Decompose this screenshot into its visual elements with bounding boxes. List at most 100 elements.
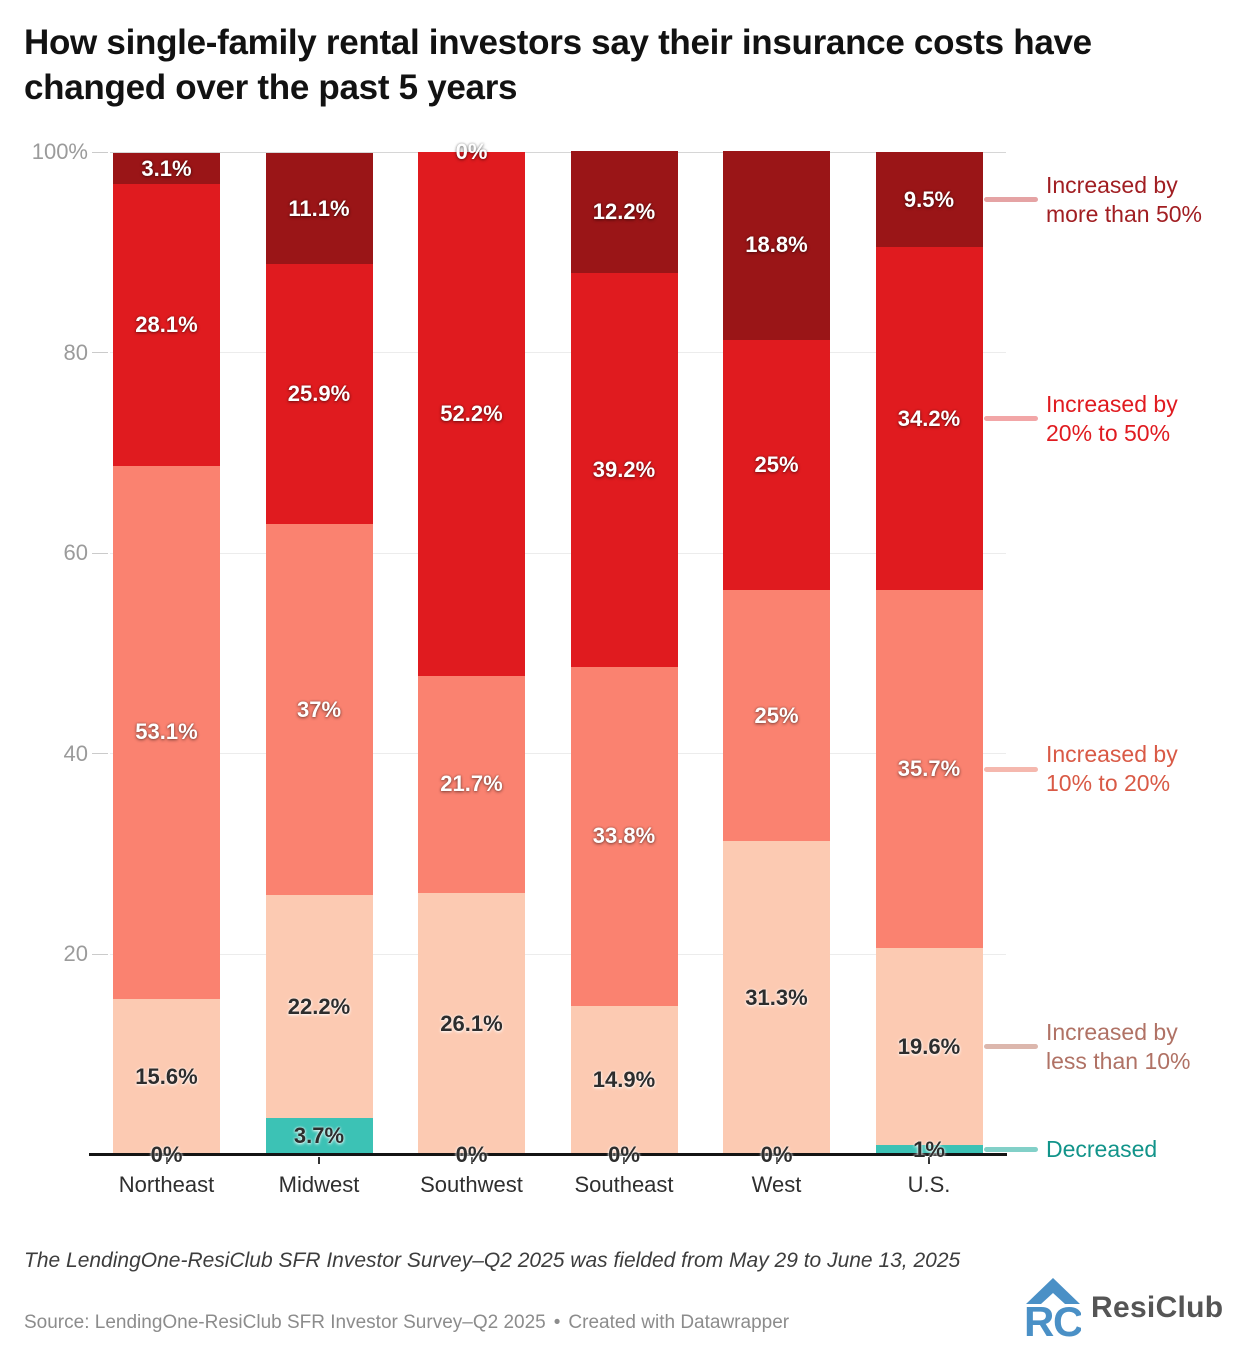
bar-value-label-northeast-increased-by-less-than-10: 15.6%	[135, 1063, 198, 1089]
legend-connector-increased-by-more-than-50	[984, 197, 1038, 203]
bar-value-label-southwest-increased-by-less-than-10: 26.1%	[440, 1011, 503, 1037]
legend-label-line: Increased by	[1046, 741, 1178, 768]
legend-label-line: more than 50%	[1046, 200, 1202, 227]
bar-value-label-u-s-increased-by-less-than-10: 19.6%	[897, 1033, 961, 1059]
bar-value-label-southeast-decreased: 0%	[608, 1142, 640, 1167]
source-text: Source: LendingOne-ResiClub SFR Investor…	[24, 1312, 546, 1333]
bar-segment-u-s-increased-by-more-than-50[interactable]	[875, 152, 983, 248]
bar-segment-west-increased-by-more-than-50[interactable]	[723, 150, 830, 340]
legend-item-increased-by-10-to-20: Increased by 10% to 20%	[1046, 740, 1178, 798]
bar-value-label-northeast-increased-by-10-to-20: 53.1%	[135, 719, 198, 745]
bar-value-label-southeast-increased-by-20-to-50: 39.2%	[592, 456, 656, 482]
bar-value-label-u-s-increased-by-10-to-20: 35.7%	[897, 756, 961, 782]
x-axis-tick-southeast	[623, 1157, 625, 1164]
legend-label-line: Increased by	[1046, 390, 1178, 417]
bar-value-label-southeast-increased-by-10-to-20: 33.8%	[592, 823, 656, 849]
legend-label-line: less than 10%	[1046, 1047, 1191, 1074]
svg-text:R: R	[1025, 1298, 1054, 1339]
x-axis-line	[89, 1153, 1007, 1156]
legend-label-line: 20% to 50%	[1046, 419, 1171, 446]
legend-label-line: 10% to 20%	[1046, 770, 1171, 797]
bar-segment-southeast-increased-by-10-to-20[interactable]	[570, 666, 678, 1006]
legend-item-increased-by-more-than-50: Increased by more than 50%	[1046, 171, 1202, 229]
bar-segment-southwest-increased-by-less-than-10[interactable]	[418, 893, 525, 1155]
bar-segment-midwest-increased-by-less-than-10[interactable]	[265, 895, 373, 1118]
bar-segment-midwest-increased-by-more-than-50[interactable]	[265, 153, 373, 265]
y-axis-label-60: 60	[63, 540, 88, 566]
x-axis-tick-southwest	[470, 1157, 473, 1164]
bar-value-label-midwest-decreased: 3.7%	[293, 1123, 345, 1149]
x-axis-label-u-s: U.S.	[907, 1172, 951, 1197]
bar-segment-u-s-increased-by-10-to-20[interactable]	[875, 590, 983, 949]
resiclub-logo-mark: R C	[1025, 1278, 1081, 1339]
bar-segment-southeast-increased-by-20-to-50[interactable]	[570, 273, 678, 667]
x-axis-label-southwest: Southwest	[420, 1172, 523, 1197]
y-axis-tick-40	[92, 753, 108, 755]
bar-segment-u-s-increased-by-less-than-10[interactable]	[875, 948, 983, 1145]
x-axis-tick-northeast	[165, 1157, 168, 1164]
bar-segment-midwest-increased-by-10-to-20[interactable]	[265, 524, 373, 896]
bar-value-label-northeast-increased-by-20-to-50: 28.1%	[135, 312, 198, 338]
y-axis-tick-100	[92, 151, 108, 153]
source-separator: •	[553, 1312, 561, 1333]
bar-segment-west-increased-by-less-than-10[interactable]	[723, 841, 830, 1155]
bar-segment-southwest-increased-by-10-to-20[interactable]	[418, 675, 525, 894]
bar-segment-u-s-decreased[interactable]	[875, 1144, 983, 1155]
x-axis-label-northeast: Northeast	[118, 1172, 215, 1197]
bar-segment-midwest-increased-by-20-to-50[interactable]	[265, 264, 373, 525]
bar-segment-west-increased-by-10-to-20[interactable]	[723, 590, 830, 842]
bar-value-label-u-s-decreased: 1%	[913, 1136, 945, 1162]
bar-segment-southeast-increased-by-more-than-50[interactable]	[570, 150, 678, 274]
datawrapper-link[interactable]: Created with Datawrapper	[568, 1312, 790, 1333]
y-axis-tick-80	[92, 352, 108, 354]
gridline-20	[110, 953, 1006, 955]
bar-value-label-southeast-increased-by-more-than-50: 12.2%	[592, 199, 656, 225]
bar-value-label-southwest-increased-by-more-than-50: 0%	[455, 139, 488, 164]
y-axis-tick-60	[92, 552, 108, 554]
y-axis-label-80: 80	[63, 339, 88, 365]
bar-value-label-u-s-increased-by-20-to-50: 34.2%	[897, 405, 961, 431]
bar-value-label-southwest-decreased: 0%	[455, 1142, 488, 1167]
bar-segment-midwest-decreased[interactable]	[265, 1117, 373, 1155]
y-axis-label-20: 20	[63, 941, 88, 967]
bar-value-label-west-increased-by-more-than-50: 18.8%	[745, 232, 808, 258]
legend-connector-increased-by-20-to-50	[984, 416, 1038, 422]
legend-label-line: Increased by	[1046, 1018, 1178, 1045]
legend-item-increased-by-less-than-10: Increased by less than 10%	[1046, 1018, 1190, 1076]
bar-segment-u-s-increased-by-20-to-50[interactable]	[875, 247, 983, 591]
x-axis-tick-west	[775, 1157, 778, 1164]
svg-text:C: C	[1053, 1298, 1081, 1339]
bar-value-label-southwest-increased-by-20-to-50: 52.2%	[440, 400, 503, 426]
bar-segment-northeast-increased-by-10-to-20[interactable]	[113, 465, 220, 999]
bar-segment-northeast-increased-by-less-than-10[interactable]	[113, 998, 220, 1155]
bar-value-label-midwest-increased-by-10-to-20: 37%	[296, 696, 342, 722]
bar-value-label-west-increased-by-20-to-50: 25%	[754, 451, 799, 477]
bar-segment-southeast-increased-by-less-than-10[interactable]	[570, 1005, 678, 1155]
bar-value-label-northeast-increased-by-more-than-50: 3.1%	[141, 155, 192, 181]
y-axis-label-40: 40	[63, 740, 88, 766]
y-axis-tick-20	[92, 953, 108, 955]
legend-label-line: Increased by	[1046, 171, 1178, 198]
x-axis-label-west: West	[751, 1172, 802, 1197]
bar-value-label-southeast-increased-by-less-than-10: 14.9%	[592, 1067, 656, 1093]
resiclub-logo-text: ResiClub	[1091, 1291, 1224, 1324]
bar-segment-west-increased-by-20-to-50[interactable]	[723, 339, 830, 591]
bar-segment-southwest-increased-by-20-to-50[interactable]	[418, 152, 525, 676]
legend-label-line: Decreased	[1046, 1136, 1158, 1163]
y-axis-label-100: 100%	[31, 139, 88, 164]
bar-segment-northeast-increased-by-more-than-50[interactable]	[113, 153, 220, 185]
x-axis-tick-u-s	[928, 1157, 930, 1164]
bar-segment-northeast-increased-by-20-to-50[interactable]	[113, 184, 220, 466]
chart-title: How single-family rental investors say t…	[24, 23, 1092, 107]
footer-note: The LendingOne-ResiClub SFR Investor Sur…	[24, 1249, 961, 1272]
plot-area: 100% 80 60 40 20 0% 15.6% 53.1% 28.1% 3.1% Northea…	[31, 139, 1202, 1197]
legend-item-decreased: Decreased	[1046, 1135, 1157, 1164]
x-axis-tick-midwest	[318, 1157, 320, 1164]
gridline-80	[110, 352, 1006, 354]
bar-value-label-west-decreased: 0%	[760, 1142, 793, 1167]
legend-connector-increased-by-less-than-10	[984, 1044, 1038, 1050]
bar-value-label-northeast-decreased: 0%	[150, 1142, 183, 1167]
gridline-100	[110, 151, 1006, 153]
gridline-40	[110, 753, 1006, 755]
